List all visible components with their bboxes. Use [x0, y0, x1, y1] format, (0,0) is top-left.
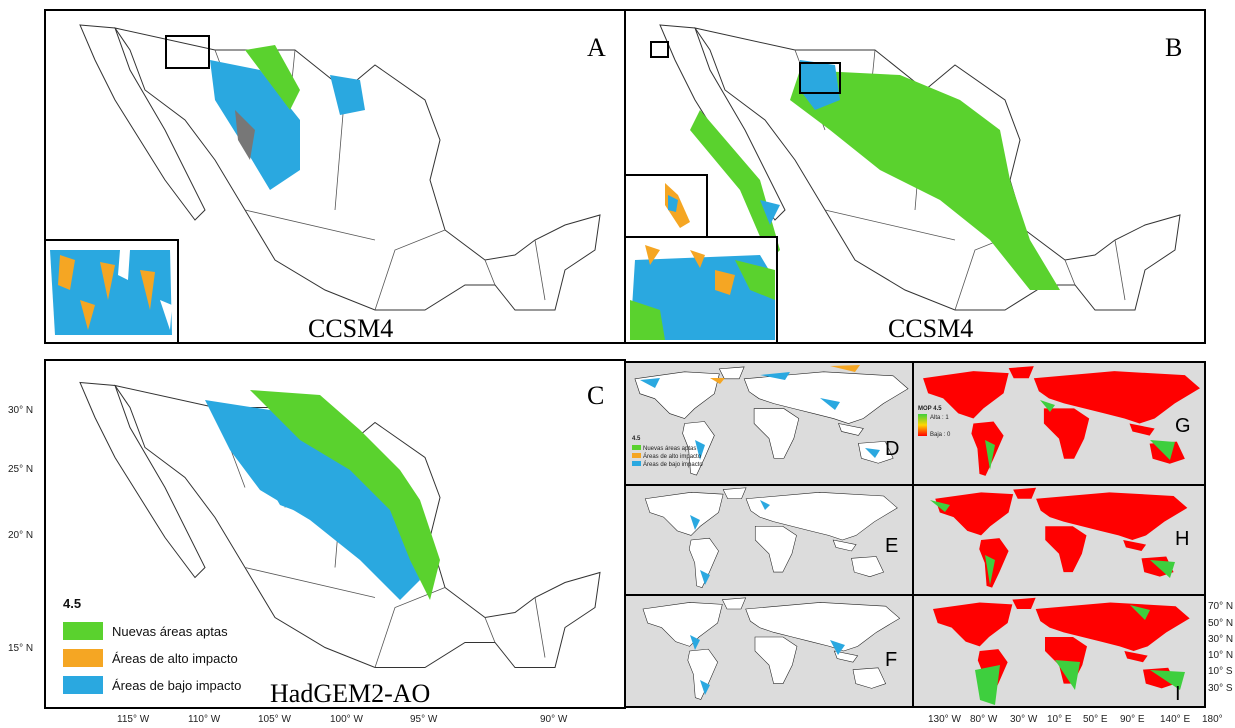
- panel-letter: B: [1165, 33, 1182, 62]
- mop-low-label: Baja : 0: [930, 432, 951, 438]
- lon-label: 90° W: [540, 714, 568, 725]
- lat-label: 25° N: [8, 464, 33, 475]
- model-label: HadGEM2-AO: [270, 679, 430, 708]
- lon-label: 80° W: [970, 714, 998, 725]
- panel-a: A CCSM4: [45, 10, 625, 343]
- lon-label: 140° E: [1160, 714, 1190, 725]
- panel-b: B CCSM4: [625, 10, 1205, 343]
- lat-label: 30° S: [1208, 683, 1233, 694]
- lon-label: 180°: [1202, 714, 1223, 725]
- legend-label: Nuevas áreas aptas: [643, 446, 696, 452]
- world-lat-labels: 70° N 50° N 30° N 10° N 10° S 30° S: [1208, 601, 1233, 694]
- legend-swatch: [63, 676, 103, 694]
- mop-legend-title: MOP 4.5: [918, 406, 942, 412]
- lon-label: 50° E: [1083, 714, 1108, 725]
- world-lon-labels: 130° W 80° W 30° W 10° E 50° E 90° E 140…: [928, 714, 1223, 725]
- lat-label: 15° N: [8, 643, 33, 654]
- model-label: CCSM4: [308, 314, 393, 343]
- legend-swatch: [632, 453, 641, 458]
- legend-label: Áreas de alto impacto: [643, 453, 702, 460]
- panel-letter: F: [885, 649, 897, 671]
- legend-label: Áreas de bajo impacto: [643, 461, 703, 468]
- legend-swatch: [632, 461, 641, 466]
- lon-label: 105° W: [258, 714, 291, 725]
- model-label: CCSM4: [888, 314, 973, 343]
- legend-title: 4.5: [632, 436, 641, 442]
- lat-labels: 30° N 25° N 20° N 15° N: [8, 405, 33, 654]
- lat-label: 10° S: [1208, 666, 1233, 677]
- legend-label: Nuevas áreas aptas: [112, 624, 228, 639]
- lat-label: 10° N: [1208, 650, 1233, 661]
- body: {"panels": { "A": {"letter": "A", "model…: [0, 0, 1235, 728]
- lat-label: 70° N: [1208, 601, 1233, 612]
- lon-label: 100° W: [330, 714, 363, 725]
- mop-high-label: Alta : 1: [930, 415, 949, 421]
- page: Mapas de distribución html, body { margi…: [0, 0, 1235, 728]
- legend-swatch: [63, 622, 103, 640]
- panel-letter: I: [1175, 683, 1181, 705]
- panel-letter: H: [1175, 528, 1189, 550]
- legend-swatch: [632, 445, 641, 450]
- lat-label: 30° N: [8, 405, 33, 416]
- world-panels-left: 4.5 Nuevas áreas aptas Áreas de alto imp…: [625, 362, 913, 707]
- legend-title: 4.5: [63, 596, 81, 611]
- panel-letter: E: [885, 535, 898, 557]
- lon-label: 95° W: [410, 714, 438, 725]
- lon-label: 10° E: [1047, 714, 1072, 725]
- lon-label: 115° W: [117, 714, 150, 725]
- mop-gradient: [918, 414, 927, 436]
- lat-label: 30° N: [1208, 634, 1233, 645]
- lon-labels: 115° W 110° W 105° W 100° W 95° W 90° W: [117, 714, 568, 725]
- lon-label: 130° W: [928, 714, 961, 725]
- lat-label: 50° N: [1208, 618, 1233, 629]
- world-panels-right: MOP 4.5 Alta : 1 Baja : 0 G H I: [913, 362, 1205, 707]
- lon-label: 30° W: [1010, 714, 1038, 725]
- figure: A CCSM4 B CCSM4 4.5 Nuevas áreas aptas: [0, 0, 1235, 728]
- legend-label: Áreas de bajo impacto: [112, 678, 241, 693]
- lat-label: 20° N: [8, 530, 33, 541]
- lon-label: 110° W: [188, 714, 221, 725]
- panel-c: 4.5 Nuevas áreas aptas Áreas de alto imp…: [45, 360, 625, 708]
- legend-label: Áreas de alto impacto: [112, 651, 238, 666]
- panel-letter: G: [1175, 415, 1191, 437]
- legend-swatch: [63, 649, 103, 667]
- panel-letter: D: [885, 438, 899, 460]
- panel-letter: C: [587, 381, 604, 410]
- panel-letter: A: [587, 33, 606, 62]
- lon-label: 90° E: [1120, 714, 1145, 725]
